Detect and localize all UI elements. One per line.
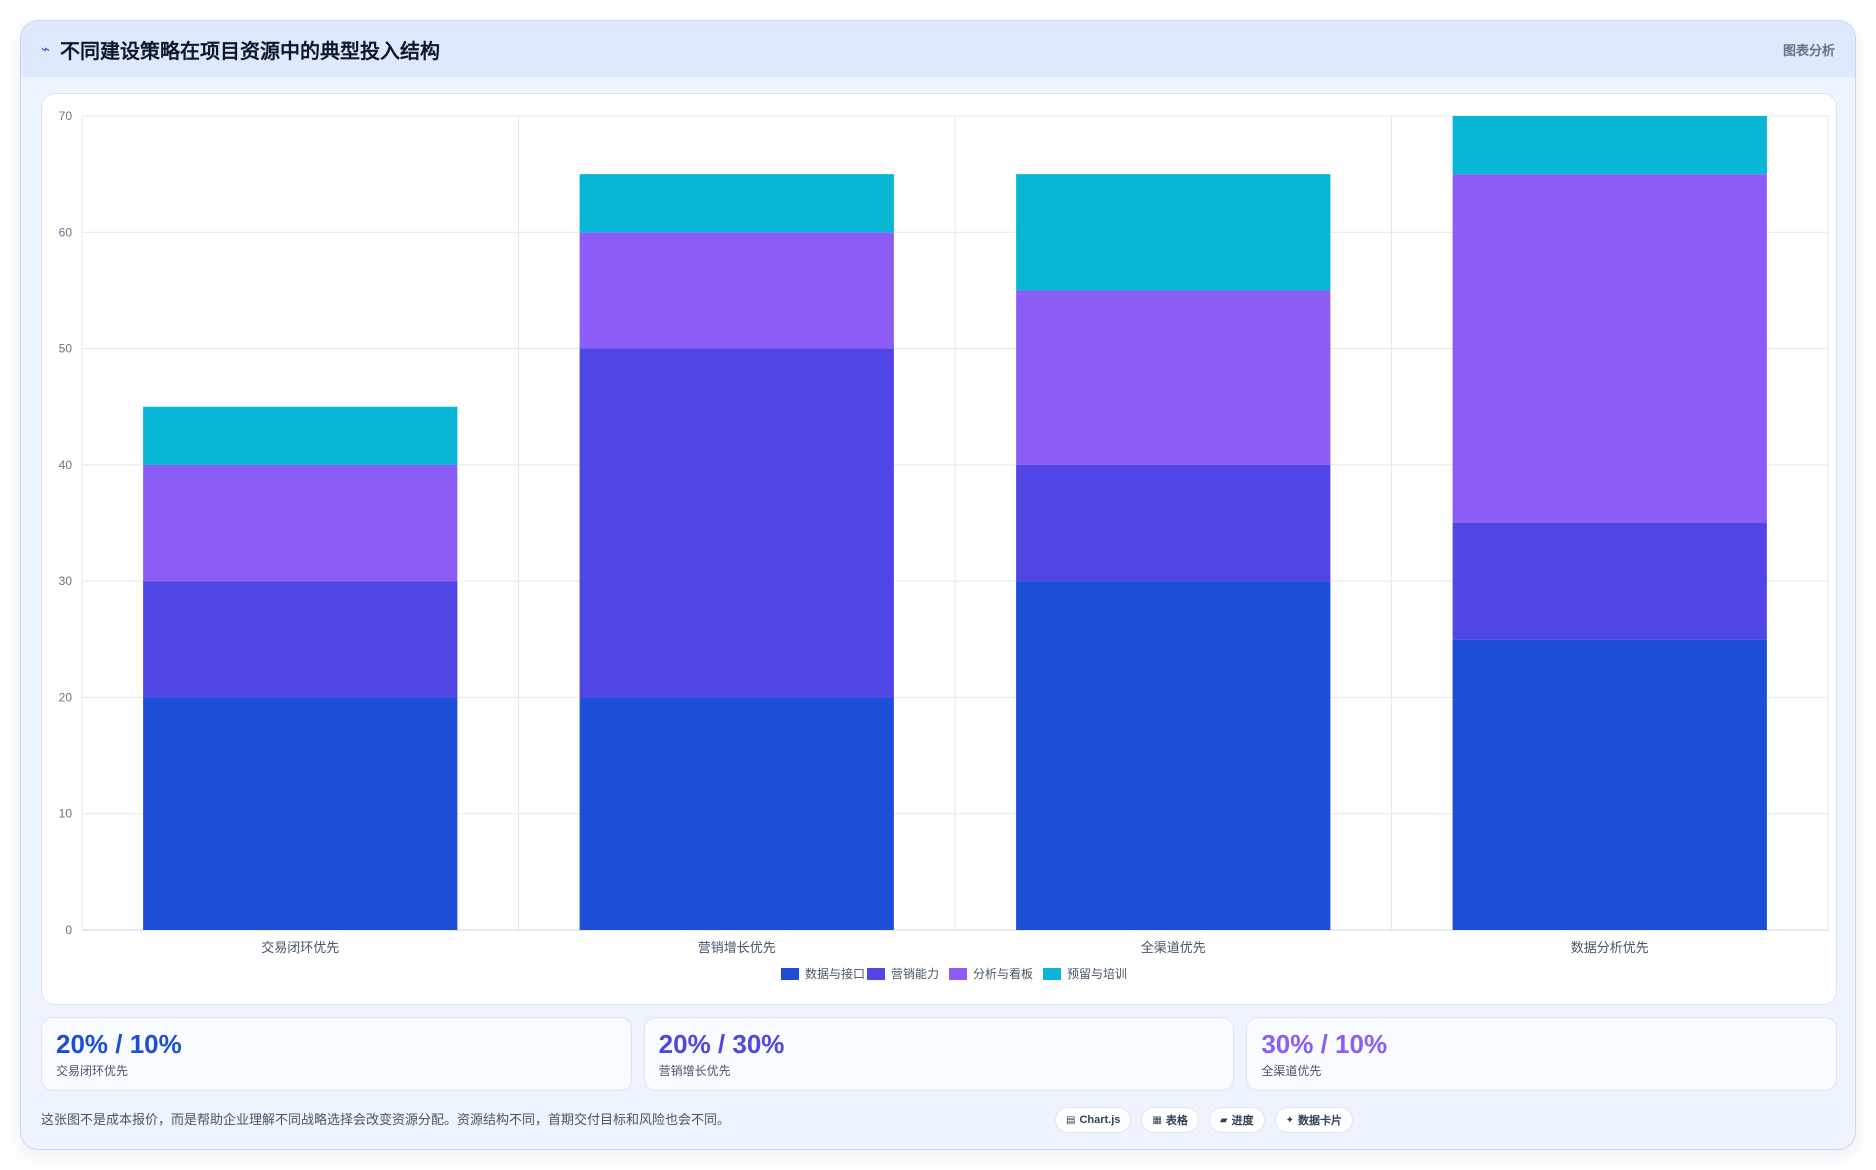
- chip-label: 数据卡片: [1297, 1115, 1342, 1127]
- table-icon: ▦: [1152, 1114, 1162, 1126]
- chip-progress[interactable]: ▰ 进度: [1208, 1107, 1265, 1133]
- chip-chartjs[interactable]: ▤ Chart.js: [1055, 1107, 1132, 1133]
- chip-label: 进度: [1231, 1115, 1254, 1127]
- bar-segment: [579, 348, 894, 698]
- y-tick-label: 30: [59, 574, 73, 588]
- chip-data-cards[interactable]: ✦ 数据卡片: [1274, 1107, 1353, 1133]
- bar-segment: [1452, 174, 1767, 523]
- stat-card: 20% / 30% 营销增长优先: [643, 1017, 1235, 1091]
- stat-value: 30% / 10%: [1261, 1029, 1388, 1059]
- legend-label: 预留与培训: [1067, 966, 1127, 981]
- y-tick-label: 50: [59, 342, 73, 356]
- y-tick-label: 0: [65, 923, 72, 937]
- x-tick-label: 全渠道优先: [1141, 940, 1206, 955]
- progress-icon: ▰: [1219, 1114, 1228, 1126]
- bar-segment: [579, 174, 894, 233]
- bar-segment: [1452, 639, 1767, 930]
- bar-segment: [1016, 174, 1331, 291]
- bar-segment: [143, 697, 458, 930]
- panel-header: ⌁ 不同建设策略在项目资源中的典型投入结构 图表分析: [21, 21, 1855, 77]
- stat-label: 营销增长优先: [658, 1064, 731, 1078]
- bar-segment: [1452, 116, 1767, 175]
- legend-swatch: [1043, 968, 1061, 980]
- stat-card: 30% / 10% 全渠道优先: [1246, 1017, 1838, 1091]
- stat-label: 全渠道优先: [1261, 1064, 1322, 1078]
- chart-icon: ▤: [1066, 1114, 1076, 1126]
- chart-card: 0 10 20 30 40 50 60 70 交易闭环优先 营销增长优先 全渠道优先 数据分析优先数据…: [41, 93, 1837, 1005]
- x-tick-label: 营销增长优先: [698, 940, 776, 955]
- bar-segment: [1016, 464, 1331, 582]
- legend-swatch: [949, 968, 967, 980]
- chart-panel: ⌁ 不同建设策略在项目资源中的典型投入结构 图表分析 0 10 20 30 40 50 60…: [20, 20, 1856, 1150]
- bar-segment: [579, 697, 894, 930]
- y-tick-label: 10: [59, 807, 73, 821]
- footer-note: 这张图不是成本报价，而是帮助企业理解不同战略选择会改变资源分配。资源结构不同，首…: [41, 1112, 731, 1127]
- y-tick-label: 60: [59, 225, 73, 239]
- chart-trend-icon: ⌁: [41, 41, 51, 58]
- chip-label: Chart.js: [1079, 1114, 1121, 1126]
- bar-segment: [1016, 290, 1331, 465]
- stacked-bar-chart: 0 10 20 30 40 50 60 70 交易闭环优先 营销增长优先 全渠道优先 数据分析优先数据…: [59, 109, 1829, 981]
- legend-swatch: [867, 968, 885, 980]
- stat-label: 交易闭环优先: [56, 1064, 129, 1078]
- page-title: 不同建设策略在项目资源中的典型投入结构: [60, 40, 441, 63]
- chip-label: 表格: [1165, 1115, 1188, 1127]
- bar-segment: [143, 581, 458, 698]
- y-tick-label: 20: [59, 690, 73, 704]
- bar-segment: [143, 406, 458, 465]
- bar-segment: [1452, 523, 1767, 640]
- sparkle-icon: ✦: [1285, 1114, 1294, 1126]
- stat-value: 20% / 30%: [658, 1029, 785, 1059]
- legend-label: 营销能力: [891, 967, 939, 981]
- y-tick-label: 40: [59, 458, 73, 472]
- footer: 这张图不是成本报价，而是帮助企业理解不同战略选择会改变资源分配。资源结构不同，首…: [41, 1103, 1837, 1143]
- chip-table[interactable]: ▦ 表格: [1141, 1107, 1199, 1133]
- stat-card: 20% / 10% 交易闭环优先: [41, 1017, 632, 1091]
- title-wrap: ⌁ 不同建设策略在项目资源中的典型投入结构: [41, 35, 440, 64]
- legend-label: 分析与看板: [973, 967, 1033, 981]
- chart-analysis-label[interactable]: 图表分析: [1782, 42, 1835, 58]
- bar-segment: [143, 464, 458, 582]
- y-tick-label: 70: [59, 109, 73, 123]
- chip-list: ▤ Chart.js ▦ 表格 ▰ 进度 ✦ 数据卡片: [1055, 1107, 1353, 1133]
- stat-value: 20% / 10%: [56, 1029, 182, 1059]
- legend-swatch: [781, 968, 799, 980]
- bar-segment: [1016, 581, 1331, 930]
- x-tick-label: 交易闭环优先: [261, 940, 339, 955]
- stats-row: 20% / 10% 交易闭环优先 20% / 30% 营销增长优先 30% / …: [41, 1017, 1838, 1091]
- legend-label: 数据与接口: [805, 966, 865, 981]
- bar-segment: [579, 232, 894, 349]
- x-tick-label: 数据分析优先: [1571, 940, 1649, 955]
